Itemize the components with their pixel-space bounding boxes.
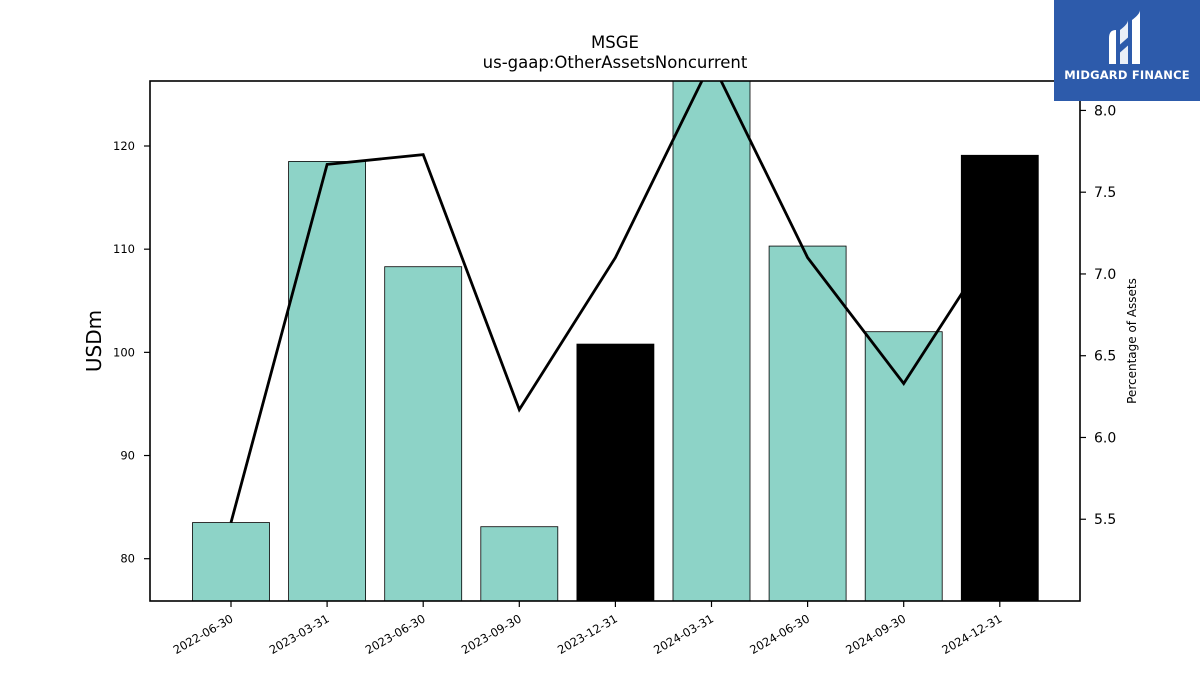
bar	[960, 154, 1039, 601]
midgard-logo-icon	[1109, 10, 1140, 64]
bar	[288, 161, 367, 601]
bar	[864, 331, 943, 601]
x-tick-label: 2022-06-30	[171, 611, 236, 657]
y2-tick-label: 7.0	[1094, 267, 1116, 283]
bars-group	[192, 81, 1039, 601]
x-tick-label: 2023-09-30	[459, 611, 524, 657]
chart-title: MSGE	[591, 33, 639, 52]
y2-tick-label: 8.0	[1094, 103, 1116, 119]
y-tick-label: 100	[113, 345, 135, 359]
y-tick-label: 80	[120, 552, 135, 566]
line-group	[229, 81, 1001, 523]
y2-tick-label: 6.5	[1094, 349, 1116, 365]
x-tick-label: 2024-03-31	[651, 611, 716, 657]
bar	[480, 526, 559, 601]
y-tick-label: 90	[120, 449, 135, 463]
midgard-finance-logo: MIDGARD FINANCE	[1054, 0, 1200, 101]
logo-text: MIDGARD FINANCE	[1064, 68, 1190, 82]
y2-axis-label: Percentage of Assets	[1125, 278, 1139, 404]
percentage-line	[229, 81, 1001, 523]
y-axis-right: 5.5 6.0 6.5 7.0 7.5 8.0	[1080, 103, 1116, 528]
y-axis-left: 80 90 100 110 120	[113, 139, 150, 566]
y2-tick-label: 5.5	[1094, 512, 1116, 528]
bar	[576, 343, 655, 601]
chart-subtitle: us-gaap:OtherAssetsNoncurrent	[483, 53, 748, 72]
y2-tick-label: 7.5	[1094, 185, 1116, 201]
y-tick-label: 110	[113, 242, 135, 256]
x-tick-label: 2024-12-31	[939, 611, 1004, 657]
y-tick-label: 120	[113, 139, 135, 153]
bar	[768, 245, 847, 601]
bar	[384, 266, 463, 601]
x-tick-label: 2023-03-31	[267, 611, 332, 657]
x-tick-label: 2023-06-30	[363, 611, 428, 657]
bar	[192, 522, 270, 601]
x-tick-label: 2024-06-30	[747, 611, 812, 657]
y-axis-label: USDm	[82, 310, 106, 372]
x-tick-label: 2024-09-30	[843, 611, 908, 657]
x-tick-label: 2023-12-31	[555, 611, 620, 657]
y2-tick-label: 6.0	[1094, 430, 1116, 446]
bar	[672, 81, 751, 601]
x-axis: 2022-06-30 2023-03-31 2023-06-30 2023-09-30…	[171, 601, 1004, 657]
